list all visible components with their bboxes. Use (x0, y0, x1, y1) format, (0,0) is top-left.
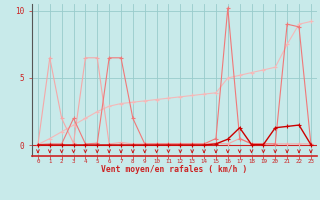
X-axis label: Vent moyen/en rafales ( km/h ): Vent moyen/en rafales ( km/h ) (101, 165, 248, 174)
